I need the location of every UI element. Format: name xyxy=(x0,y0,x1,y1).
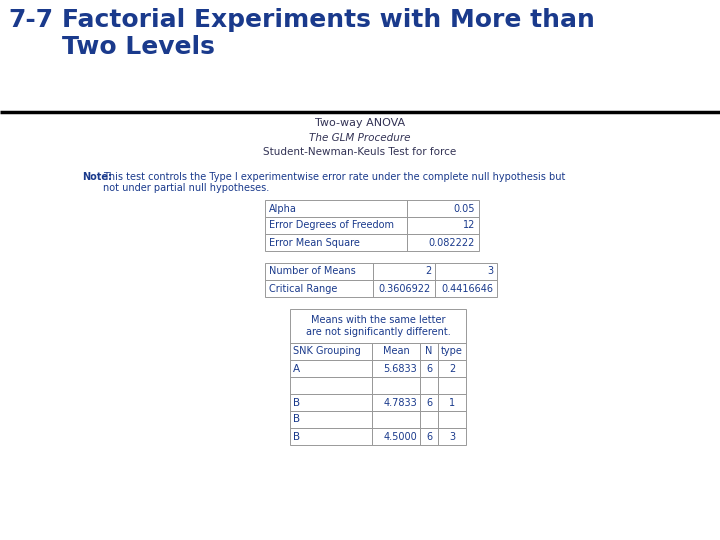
Text: Critical Range: Critical Range xyxy=(269,284,338,294)
Text: 2: 2 xyxy=(425,267,431,276)
Bar xyxy=(372,394,420,411)
Bar xyxy=(407,217,479,234)
Bar xyxy=(438,411,466,428)
Text: Student-Newman-Keuls Test for force: Student-Newman-Keuls Test for force xyxy=(264,147,456,157)
Bar xyxy=(290,343,372,360)
Text: 4.7833: 4.7833 xyxy=(383,397,417,408)
Text: 0.082222: 0.082222 xyxy=(428,238,475,247)
Text: The GLM Procedure: The GLM Procedure xyxy=(310,133,410,143)
Bar xyxy=(290,394,372,411)
Text: 3: 3 xyxy=(449,431,455,442)
Text: 0.3606922: 0.3606922 xyxy=(379,284,431,294)
Text: 6: 6 xyxy=(426,431,432,442)
Bar xyxy=(435,280,497,297)
Text: Two-way ANOVA: Two-way ANOVA xyxy=(315,118,405,128)
Bar xyxy=(420,394,438,411)
Text: not under partial null hypotheses.: not under partial null hypotheses. xyxy=(103,183,269,193)
Text: Means with the same letter
are not significantly different.: Means with the same letter are not signi… xyxy=(305,315,451,337)
Bar xyxy=(290,377,372,394)
Bar xyxy=(420,360,438,377)
Bar xyxy=(265,263,373,280)
Bar xyxy=(290,411,372,428)
Text: A: A xyxy=(293,363,300,374)
Bar xyxy=(372,343,420,360)
Text: B: B xyxy=(293,397,300,408)
Bar xyxy=(265,200,407,217)
Bar xyxy=(438,428,466,445)
Text: N: N xyxy=(426,347,433,356)
Text: 3: 3 xyxy=(487,267,493,276)
Text: Error Mean Square: Error Mean Square xyxy=(269,238,360,247)
Bar xyxy=(372,377,420,394)
Text: B: B xyxy=(293,431,300,442)
Text: 7-7: 7-7 xyxy=(8,8,53,32)
Bar xyxy=(438,343,466,360)
Text: 6: 6 xyxy=(426,397,432,408)
Bar xyxy=(372,360,420,377)
Text: 0.4416646: 0.4416646 xyxy=(441,284,493,294)
Bar xyxy=(265,234,407,251)
Text: B: B xyxy=(293,415,300,424)
Bar xyxy=(438,360,466,377)
Text: 5.6833: 5.6833 xyxy=(383,363,417,374)
Bar xyxy=(420,428,438,445)
Bar xyxy=(373,263,435,280)
Text: This test controls the Type I experimentwise error rate under the complete null : This test controls the Type I experiment… xyxy=(103,172,565,182)
Bar xyxy=(438,394,466,411)
Text: Note:: Note: xyxy=(82,172,112,182)
Text: 1: 1 xyxy=(449,397,455,408)
Bar xyxy=(265,280,373,297)
Text: Factorial Experiments with More than
Two Levels: Factorial Experiments with More than Two… xyxy=(62,8,595,59)
Bar xyxy=(420,377,438,394)
Text: Error Degrees of Freedom: Error Degrees of Freedom xyxy=(269,220,394,231)
Bar xyxy=(420,343,438,360)
Text: Mean: Mean xyxy=(382,347,410,356)
Bar xyxy=(407,234,479,251)
Text: type: type xyxy=(441,347,463,356)
Bar xyxy=(407,200,479,217)
Bar xyxy=(372,411,420,428)
Text: 2: 2 xyxy=(449,363,455,374)
Bar xyxy=(438,377,466,394)
Bar xyxy=(290,428,372,445)
Bar xyxy=(373,280,435,297)
Text: 6: 6 xyxy=(426,363,432,374)
Text: Number of Means: Number of Means xyxy=(269,267,356,276)
Text: SNK Grouping: SNK Grouping xyxy=(293,347,361,356)
Text: 0.05: 0.05 xyxy=(454,204,475,213)
Text: Alpha: Alpha xyxy=(269,204,297,213)
Text: 4.5000: 4.5000 xyxy=(383,431,417,442)
Text: 12: 12 xyxy=(463,220,475,231)
Bar xyxy=(290,309,466,343)
Bar xyxy=(435,263,497,280)
Bar xyxy=(290,360,372,377)
Bar xyxy=(372,428,420,445)
Bar xyxy=(265,217,407,234)
Bar xyxy=(420,411,438,428)
